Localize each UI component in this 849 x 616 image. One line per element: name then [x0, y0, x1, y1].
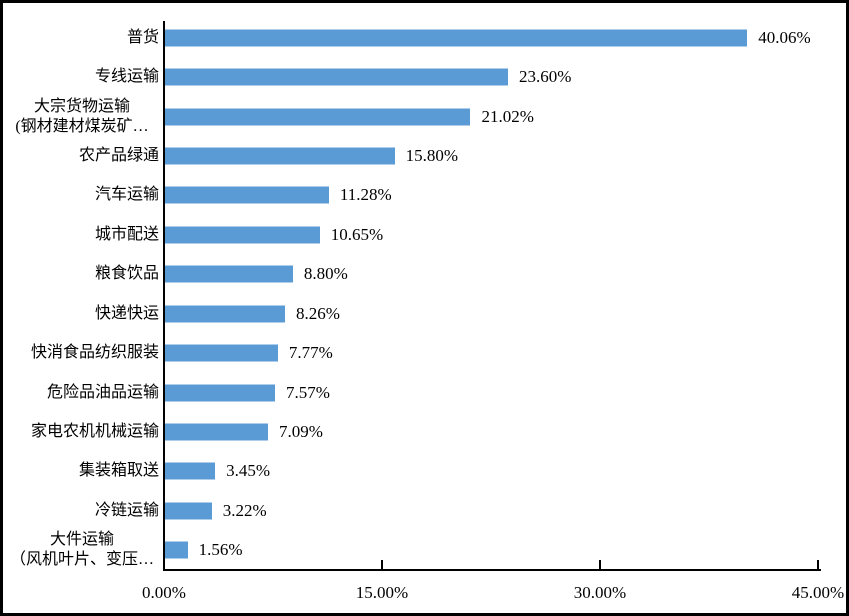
x-axis-tick [599, 560, 601, 569]
value-label: 7.77% [288, 343, 333, 363]
value-label: 8.80% [303, 264, 348, 284]
x-axis-tick-label: 0.00% [142, 583, 186, 602]
x-axis-tick [381, 560, 383, 569]
bar [165, 226, 320, 244]
value-label: 1.56% [198, 540, 243, 560]
value-label: 21.02% [481, 106, 534, 126]
value-label: 15.80% [405, 145, 459, 165]
category-label: 冷链运输 [94, 501, 159, 519]
bar [165, 423, 269, 441]
chart-row: 大件运输 （风机叶片、变压… 1.56% [3, 531, 846, 570]
chart-row: 专线运输 23.60% [3, 57, 846, 96]
value-label: 3.45% [226, 461, 271, 481]
value-label: 8.26% [296, 303, 340, 323]
bar [165, 502, 212, 520]
value-label: 10.65% [330, 224, 384, 244]
category-label: 农产品绿通 [78, 146, 159, 164]
category-label: 专线运输 [94, 68, 159, 86]
chart-row: 城市配送 10.65% [3, 215, 846, 254]
bar [165, 462, 216, 480]
chart-row: 粮食饮品 8.80% [3, 255, 846, 294]
category-label: 家电农机机械运输 [30, 422, 159, 440]
y-axis-line [163, 21, 165, 571]
x-axis-line [163, 569, 821, 571]
x-axis-tick-label: 30.00% [573, 583, 627, 602]
chart-row: 普货 40.06% [3, 18, 846, 57]
bar [165, 344, 278, 362]
chart-row: 汽车运输 11.28% [3, 176, 846, 215]
category-label: 集装箱取送 [78, 462, 159, 480]
bar [165, 305, 286, 323]
category-label: 普货 [126, 28, 159, 46]
x-axis-tick [163, 560, 165, 569]
chart-row: 家电农机机械运输 7.09% [3, 412, 846, 451]
chart-row: 危险品油品运输 7.57% [3, 373, 846, 412]
x-axis-tick [817, 560, 819, 569]
chart-row: 大宗货物运输 (钢材建材煤炭矿… 21.02% [3, 97, 846, 136]
category-label: 汽车运输 [94, 186, 159, 204]
value-label: 23.60% [518, 67, 572, 87]
category-label: 危险品油品运输 [46, 383, 159, 401]
x-axis-tick-label: 15.00% [355, 583, 409, 602]
value-label: 11.28% [339, 185, 392, 205]
bar-rows: 普货 40.06% 专线运输 23.60% 大宗货物运输 (钢材建材煤炭矿… 21.02%… [3, 18, 846, 570]
category-label: 快消食品纺织服装 [30, 344, 159, 362]
bar [165, 541, 188, 559]
value-label: 3.22% [222, 500, 267, 520]
category-label: 快递快运 [94, 304, 159, 322]
x-axis-tick-label: 45.00% [791, 583, 845, 602]
chart-row: 快递快运 8.26% [3, 294, 846, 333]
value-label: 40.06% [758, 27, 811, 47]
bar [165, 68, 508, 86]
chart-row: 集装箱取送 3.45% [3, 452, 846, 491]
bar [165, 265, 293, 283]
category-label: 大宗货物运输 (钢材建材煤炭矿… [15, 97, 149, 135]
bar [165, 147, 395, 165]
value-label: 7.09% [279, 421, 323, 441]
bar [165, 384, 276, 402]
bar [165, 29, 748, 47]
category-label: 大件运输 （风机叶片、变压… [9, 531, 154, 569]
chart-row: 农产品绿通 15.80% [3, 136, 846, 175]
bar [165, 108, 471, 126]
category-label: 粮食饮品 [94, 265, 159, 283]
chart-row: 冷链运输 3.22% [3, 491, 846, 530]
bar [165, 186, 329, 204]
chart-row: 快消食品纺织服装 7.77% [3, 333, 846, 372]
category-label: 城市配送 [94, 225, 159, 243]
value-label: 7.57% [286, 382, 330, 402]
